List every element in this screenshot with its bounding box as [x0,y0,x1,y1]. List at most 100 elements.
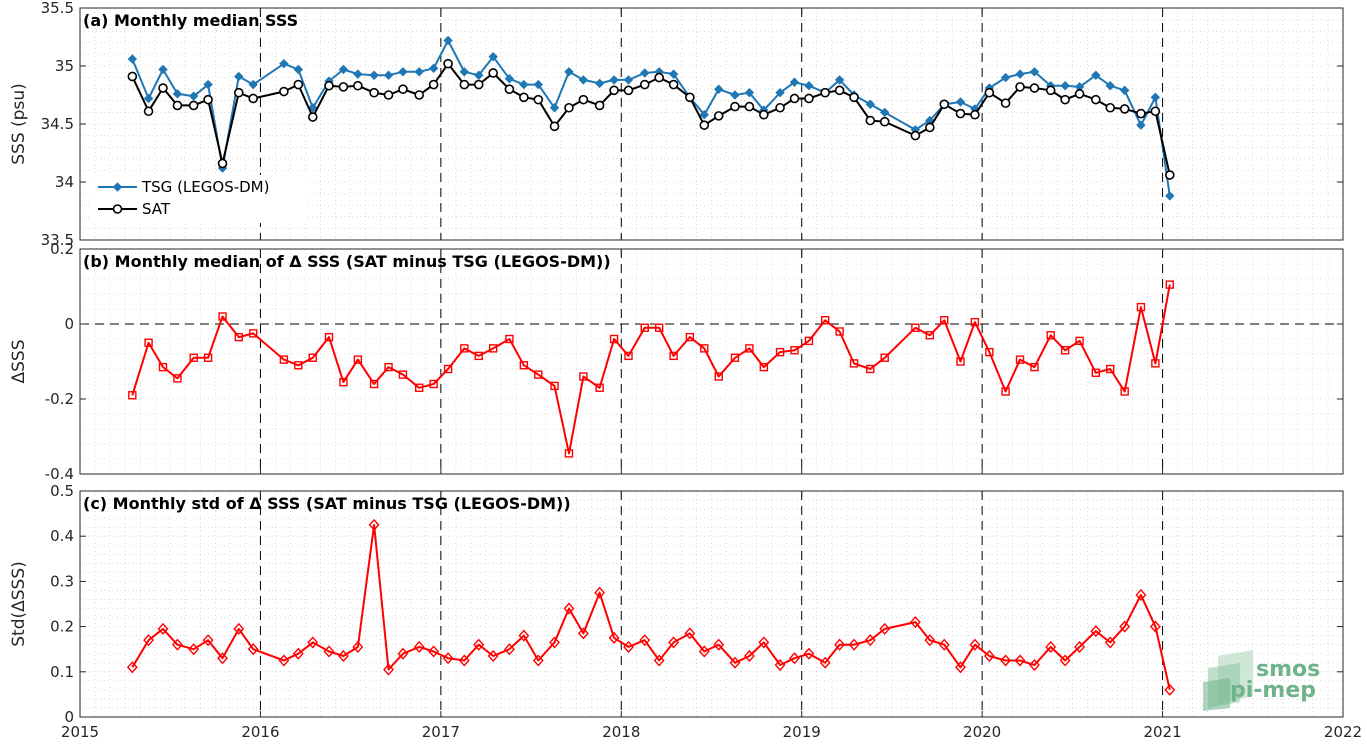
panel-title: (a) Monthly median SSS [83,11,298,30]
data-point [623,85,634,96]
data-point [1150,92,1161,103]
data-point [369,379,379,389]
y-tick-label: 35.5 [41,0,74,17]
data-point [549,636,560,649]
data-point [1091,94,1101,105]
data-point [775,102,785,113]
data-point [369,70,379,80]
data-point [1149,620,1161,633]
data-point [293,64,304,75]
data-point [640,323,649,332]
data-point [1075,336,1084,346]
legend-label: SAT [142,200,171,218]
data-point [157,622,169,635]
data-point [1105,81,1115,91]
data-point [594,78,605,89]
data-point [1091,70,1101,80]
data-point [443,364,453,374]
data-point [1030,362,1039,372]
data-point [533,79,543,90]
data-point [144,338,153,347]
data-point [803,647,815,660]
data-point [397,647,409,660]
data-point [158,64,168,75]
data-point [519,361,529,370]
x-tick-label: 2021 [1143,723,1181,741]
data-point [789,77,800,87]
logo-line2: pi-mep [1230,678,1316,703]
x-tick-label: 2015 [61,723,99,741]
series-0 [126,518,1176,696]
data-point [759,109,769,120]
data-point [487,649,499,663]
data-point [940,316,949,325]
data-point [415,383,424,392]
data-point [925,122,935,133]
data-point [955,108,966,119]
data-point [442,652,454,665]
x-tick-label: 2016 [241,723,279,741]
data-point [171,638,183,651]
data-point [352,640,364,653]
data-point [834,638,846,651]
data-point [624,351,633,361]
data-point [1091,368,1101,377]
data-point [293,79,304,90]
axes-box [79,490,1344,718]
minor-grid [79,248,1344,475]
y-tick-label: 0.2 [50,618,74,636]
data-point [503,643,515,656]
data-point [1000,72,1011,83]
data-point [865,115,876,126]
data-point [279,86,289,97]
data-point [1119,104,1130,114]
y-axis-label: SSS (psu) [9,83,29,164]
data-point [534,370,543,379]
data-point [308,103,318,113]
data-point [669,351,678,361]
data-point [1106,364,1115,374]
data-point [353,355,363,364]
panel-title: (b) Monthly median of Δ SSS (SAT minus T… [83,252,611,271]
data-point [488,344,498,353]
data-point [1029,83,1040,93]
panel-title: (c) Monthly std of Δ SSS (SAT minus TSG … [83,494,571,513]
data-point [1001,387,1010,396]
panel-b-delta-sss-median: -0.4 -0.2 0 0.2 ΔSSS (b) Monthly median of Δ … [9,240,1344,483]
data-point [128,391,137,400]
data-point [623,75,634,85]
data-point [1029,67,1040,77]
data-point [158,362,168,372]
data-point [849,92,859,103]
data-point [804,81,814,91]
data-point [925,331,935,340]
y-tick-label: 35 [55,57,74,75]
data-point [775,87,785,98]
data-point [563,602,575,615]
series-0 [127,35,1175,201]
data-point [428,63,439,74]
y-tick-label: -0.4 [45,465,74,483]
data-point [834,75,845,85]
data-point [790,346,799,355]
data-point [143,93,154,104]
y-axis-label: Std(ΔSSS) [9,561,29,647]
data-point [1164,170,1175,180]
y-tick-label: -0.2 [45,390,74,408]
data-point [729,656,741,669]
y-tick-label: 0.1 [50,663,74,681]
data-point [323,645,335,658]
data-point [984,87,995,98]
data-point [1015,355,1025,364]
data-point [1136,108,1146,119]
data-point [143,634,155,647]
data-point [368,518,380,531]
data-point [564,67,574,77]
legend: TSG (LEGOS-DM) SAT [92,175,306,223]
panel-c-delta-sss-std: 0 0.1 0.2 0.3 0.4 0.5 2015 2016 2017 2018 2019 2020… [9,482,1362,741]
data-point [234,71,244,82]
data-point [924,634,936,647]
data-point [1105,102,1116,113]
series-1 [127,58,1175,180]
data-point [234,332,243,342]
